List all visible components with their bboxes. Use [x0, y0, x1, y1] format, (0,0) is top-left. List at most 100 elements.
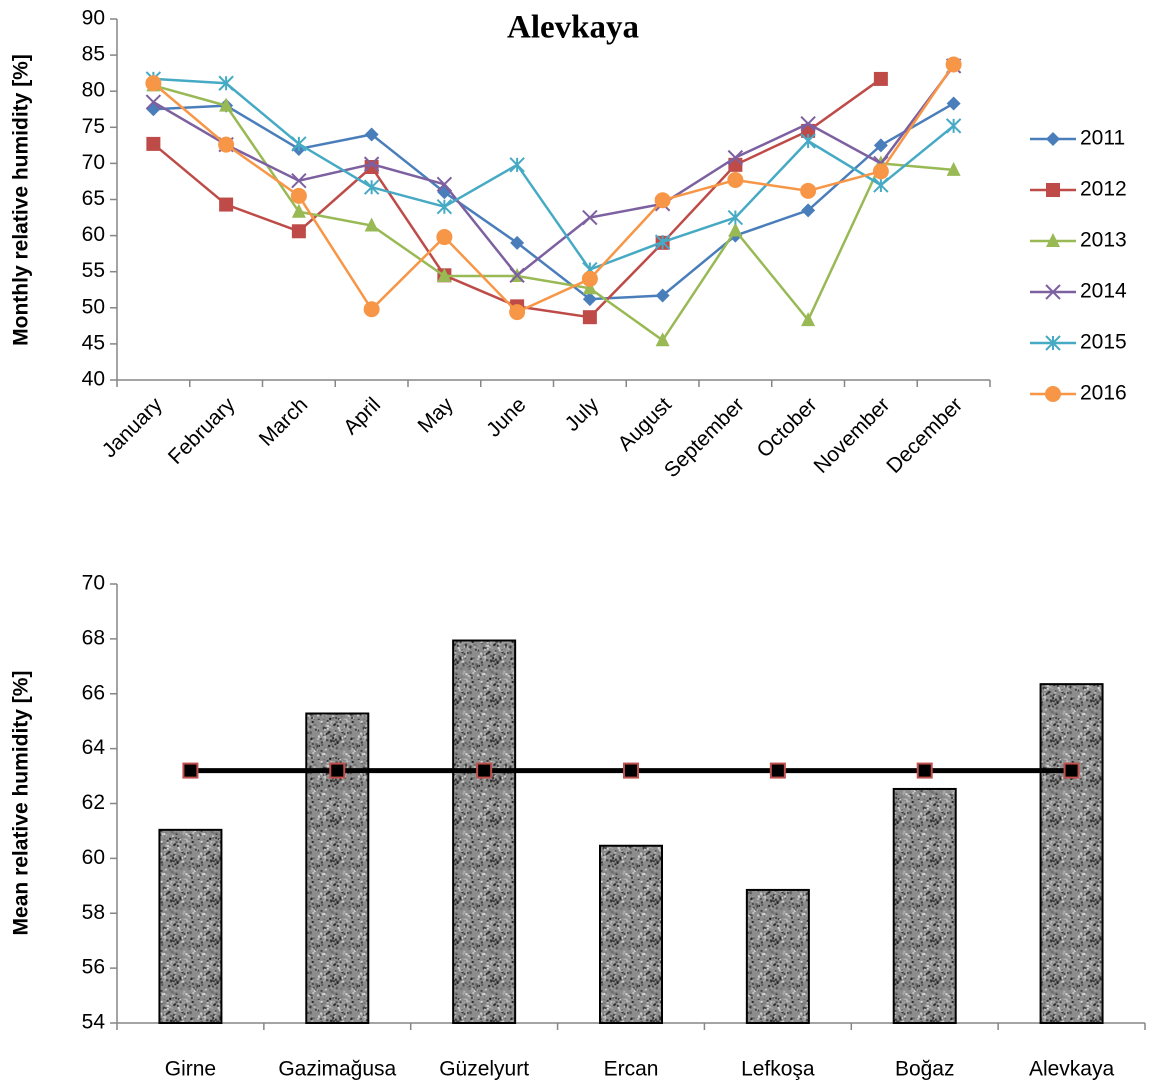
y-tick-label: 50 — [82, 295, 105, 318]
y-tick-label: 80 — [82, 79, 105, 102]
legend-label: 2011 — [1080, 127, 1125, 150]
marker — [146, 136, 161, 151]
marker — [873, 177, 889, 193]
x-tick-label: September — [660, 393, 749, 482]
marker — [437, 268, 452, 283]
x-tick-label: April — [339, 393, 385, 439]
y-tick-label: 68 — [82, 626, 105, 649]
marker — [145, 94, 162, 110]
line — [153, 77, 955, 272]
marker — [801, 312, 816, 327]
marker — [582, 209, 598, 226]
y-tick-label: 64 — [82, 736, 106, 759]
bar — [305, 712, 370, 1024]
y-axis-title: Monthly relative humidity [%] — [10, 54, 33, 346]
x-tick-label: November — [810, 393, 895, 478]
marker — [1046, 233, 1060, 247]
marker — [727, 149, 744, 166]
marker — [218, 136, 235, 153]
y-tick-label: 60 — [82, 846, 105, 869]
x-tick-label: May — [414, 393, 459, 438]
marker — [290, 187, 307, 204]
bar — [892, 787, 957, 1024]
marker — [509, 157, 525, 173]
x-tick-label: Lefkoşa — [741, 1058, 815, 1081]
y-tick-label: 85 — [82, 43, 105, 66]
marker — [329, 762, 346, 779]
legend-label: 2013 — [1080, 229, 1127, 252]
bar — [1039, 683, 1104, 1024]
marker — [509, 304, 526, 321]
marker — [219, 197, 234, 212]
marker — [654, 234, 671, 250]
marker — [873, 138, 888, 153]
marker — [727, 209, 744, 226]
marker — [800, 133, 816, 149]
marker — [1045, 335, 1061, 351]
marker — [581, 270, 598, 287]
y-tick-label: 65 — [82, 187, 105, 210]
y-tick-label: 54 — [82, 1011, 106, 1034]
marker — [509, 267, 525, 284]
marker — [291, 224, 306, 239]
y-tick-label: 60 — [82, 223, 105, 246]
x-tick-label: Ercan — [604, 1058, 659, 1081]
bar — [599, 844, 663, 1024]
y-tick-label: 90 — [82, 7, 105, 30]
marker — [872, 163, 889, 180]
marker — [363, 156, 380, 172]
marker — [769, 762, 786, 779]
marker — [436, 176, 453, 193]
line — [152, 63, 955, 314]
y-tick-label: 40 — [82, 368, 105, 391]
marker — [1046, 183, 1060, 197]
marker — [436, 199, 453, 215]
x-tick-label: December — [882, 393, 967, 478]
line — [153, 84, 954, 343]
y-tick-label: 70 — [82, 572, 105, 595]
x-tick-label: August — [614, 393, 677, 456]
marker — [291, 136, 307, 152]
marker — [363, 179, 380, 195]
y-tick-label: 70 — [82, 151, 105, 174]
x-tick-label: Alevkaya — [1029, 1058, 1115, 1081]
marker — [219, 97, 234, 112]
marker — [800, 182, 817, 199]
legend-label: 2012 — [1080, 178, 1127, 201]
y-tick-label: 75 — [82, 115, 105, 138]
bar — [452, 639, 517, 1024]
marker — [1063, 762, 1080, 779]
x-tick-label: July — [561, 393, 604, 436]
y-tick-label: 55 — [82, 259, 105, 282]
marker — [623, 762, 639, 779]
marker — [800, 115, 816, 132]
bar — [745, 888, 810, 1024]
legend-label: 2016 — [1080, 382, 1127, 405]
y-tick-label: 62 — [82, 791, 105, 814]
marker — [655, 332, 670, 347]
marker — [655, 288, 670, 303]
marker — [291, 203, 306, 218]
x-tick-label: Güzelyurt — [439, 1058, 529, 1081]
legend-label: 2015 — [1080, 331, 1127, 354]
marker — [1045, 386, 1061, 402]
marker — [218, 75, 234, 91]
marker — [945, 56, 962, 73]
marker — [582, 292, 597, 307]
marker — [946, 96, 961, 111]
marker — [945, 118, 962, 134]
marker — [145, 75, 162, 92]
marker — [291, 173, 307, 189]
marker — [582, 280, 597, 295]
y-axis-title: Mean relative humidity [%] — [10, 671, 33, 936]
legend-label: 2014 — [1080, 280, 1127, 303]
marker — [1045, 284, 1061, 300]
x-tick-label: October — [752, 393, 821, 462]
y-tick-label: 56 — [82, 956, 105, 979]
marker — [946, 161, 961, 176]
marker — [364, 160, 379, 175]
x-tick-label: Girne — [165, 1058, 216, 1081]
y-tick-label: 58 — [82, 901, 105, 924]
marker — [364, 217, 379, 232]
marker — [363, 301, 380, 318]
